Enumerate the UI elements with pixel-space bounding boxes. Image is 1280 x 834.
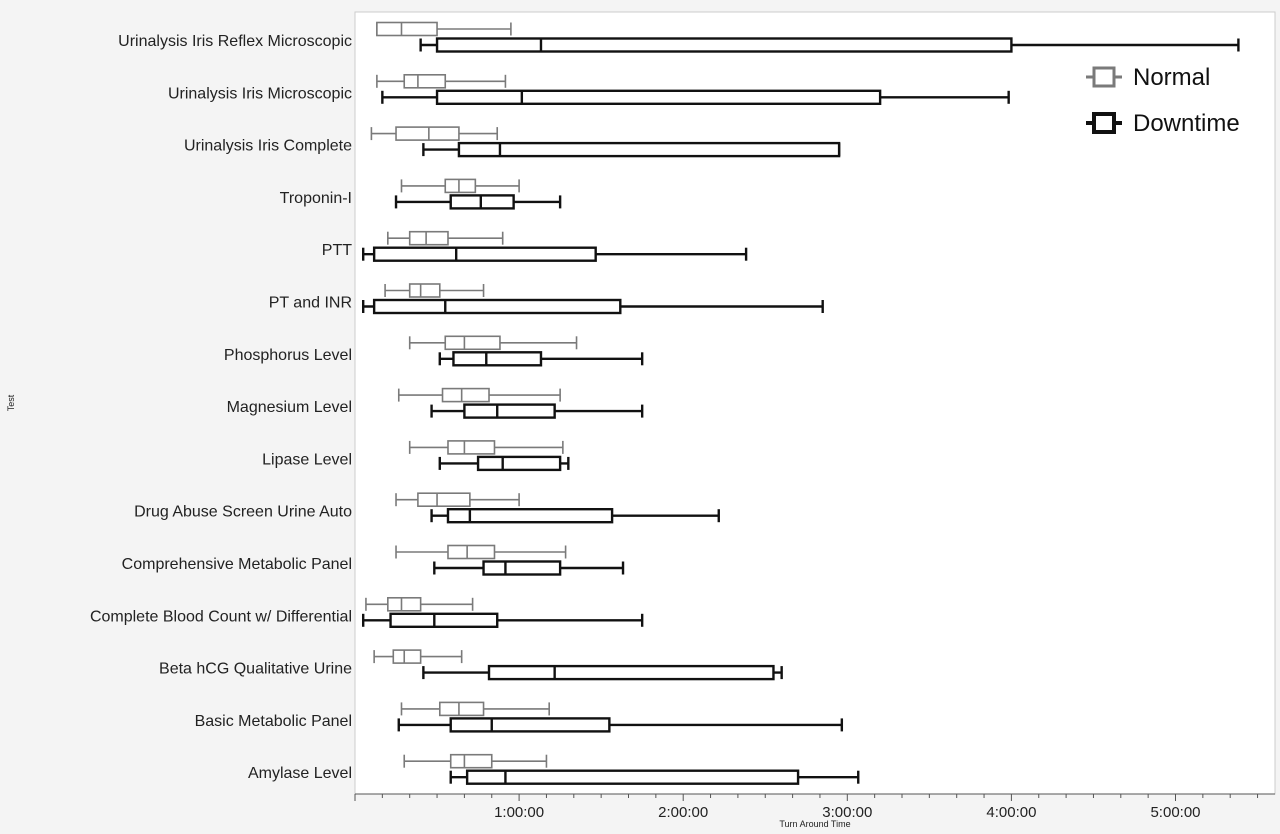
- box-downtime-amylase-level: [449, 769, 860, 785]
- box-downtime-urinalysis-iris-reflex-microscopic: [419, 37, 1240, 53]
- iqr-box: [449, 194, 515, 210]
- box-normal-amylase-level: [403, 753, 548, 769]
- category-label-pt-and-inr: PT and INR: [269, 295, 352, 312]
- category-label-beta-hcg-qualitative-urine: Beta hCG Qualitative Urine: [159, 661, 352, 678]
- legend-item-downtime: Downtime: [1086, 110, 1240, 137]
- iqr-box: [444, 178, 477, 194]
- box-downtime-drug-abuse-screen-urine-auto: [430, 508, 720, 524]
- box-downtime-troponin-i: [394, 194, 562, 210]
- legend-label: Downtime: [1133, 110, 1240, 137]
- iqr-box: [487, 664, 775, 681]
- category-label-phosphorus-level: Phosphorus Level: [224, 347, 352, 364]
- iqr-box: [395, 126, 460, 141]
- iqr-box: [372, 246, 597, 262]
- box-normal-basic-metabolic-panel: [400, 701, 550, 717]
- box-normal-complete-blood-count-w-differential: [365, 596, 474, 612]
- iqr-box: [463, 403, 556, 419]
- iqr-box: [438, 701, 485, 717]
- x-tick-label: 4:00:00: [986, 804, 1036, 821]
- iqr-box: [403, 74, 447, 89]
- x-axis-title: Turn Around Time: [779, 819, 850, 829]
- category-label-basic-metabolic-panel: Basic Metabolic Panel: [195, 713, 352, 730]
- box-normal-comprehensive-metabolic-panel: [395, 544, 567, 560]
- box-normal-urinalysis-iris-reflex-microscopic: [376, 21, 512, 37]
- boxes-layer: [362, 21, 1240, 785]
- box-downtime-urinalysis-iris-microscopic: [381, 89, 1010, 106]
- iqr-box: [482, 560, 562, 576]
- box-normal-lipase-level: [408, 440, 564, 455]
- iqr-box: [387, 596, 422, 612]
- iqr-box: [452, 351, 543, 367]
- box-downtime-pt-and-inr: [362, 298, 824, 315]
- y-axis-title: Test: [6, 394, 16, 411]
- box-normal-pt-and-inr: [384, 283, 485, 298]
- box-downtime-basic-metabolic-panel: [397, 717, 844, 733]
- x-tick-label: 1:00:00: [494, 804, 544, 821]
- iqr-box: [465, 769, 800, 785]
- box-normal-urinalysis-iris-complete: [370, 126, 499, 141]
- iqr-box: [435, 37, 1013, 53]
- box-downtime-urinalysis-iris-complete: [422, 141, 841, 158]
- category-label-complete-blood-count-w-differential: Complete Blood Count w/ Differential: [90, 608, 352, 625]
- category-label-urinalysis-iris-microscopic: Urinalysis Iris Microscopic: [168, 85, 352, 102]
- category-label-drug-abuse-screen-urine-auto: Drug Abuse Screen Urine Auto: [134, 504, 352, 521]
- box-downtime-complete-blood-count-w-differential: [362, 612, 644, 628]
- box-normal-drug-abuse-screen-urine-auto: [395, 492, 520, 508]
- iqr-box: [447, 544, 496, 560]
- category-label-ptt: PTT: [322, 242, 352, 259]
- legend-swatch-box: [1092, 66, 1116, 88]
- iqr-box: [449, 717, 611, 733]
- iqr-box: [408, 230, 449, 246]
- x-tick-label: 5:00:00: [1150, 804, 1200, 821]
- iqr-box: [376, 21, 438, 37]
- box-downtime-beta-hcg-qualitative-urine: [422, 664, 783, 681]
- category-label-magnesium-level: Magnesium Level: [227, 399, 352, 416]
- category-label-urinalysis-iris-complete: Urinalysis Iris Complete: [184, 138, 352, 155]
- category-label-urinalysis-iris-reflex-microscopic: Urinalysis Iris Reflex Microscopic: [118, 33, 352, 50]
- legend-item-normal: Normal: [1086, 64, 1210, 91]
- box-normal-phosphorus-level: [408, 335, 578, 351]
- box-normal-magnesium-level: [397, 387, 561, 403]
- iqr-box: [457, 141, 841, 158]
- iqr-box: [417, 492, 471, 508]
- category-label-amylase-level: Amylase Level: [248, 765, 352, 782]
- box-downtime-phosphorus-level: [438, 351, 644, 367]
- box-downtime-lipase-level: [438, 455, 570, 472]
- x-tick-label: 3:00:00: [822, 804, 872, 821]
- box-normal-troponin-i: [400, 178, 520, 194]
- iqr-box: [408, 283, 441, 298]
- legend-swatch-box: [1092, 112, 1116, 134]
- iqr-box: [435, 89, 882, 106]
- category-label-lipase-level: Lipase Level: [262, 451, 352, 468]
- box-normal-beta-hcg-qualitative-urine: [373, 649, 463, 664]
- iqr-box: [447, 440, 496, 455]
- category-labels: Urinalysis Iris Reflex Microscopic Urinal…: [90, 33, 352, 782]
- box-normal-urinalysis-iris-microscopic: [376, 74, 507, 89]
- iqr-box: [444, 335, 501, 351]
- x-axis: 1:00:00 2:00:00 3:00:00 4:00:00 5:00:00: [354, 793, 1275, 821]
- box-downtime-magnesium-level: [430, 403, 644, 419]
- iqr-box: [372, 298, 622, 315]
- category-label-comprehensive-metabolic-panel: Comprehensive Metabolic Panel: [122, 556, 352, 573]
- box-downtime-ptt: [362, 246, 748, 262]
- iqr-box: [476, 455, 562, 472]
- box-normal-ptt: [387, 230, 504, 246]
- iqr-box: [441, 387, 490, 403]
- x-tick-label: 2:00:00: [658, 804, 708, 821]
- iqr-box: [392, 649, 422, 664]
- legend-label: Normal: [1133, 64, 1210, 91]
- legend: Normal Downtime: [1086, 64, 1240, 137]
- box-downtime-comprehensive-metabolic-panel: [433, 560, 625, 576]
- iqr-box: [449, 753, 493, 769]
- category-label-troponin-i: Troponin-I: [280, 190, 352, 207]
- iqr-box: [389, 612, 499, 628]
- iqr-box: [446, 508, 614, 524]
